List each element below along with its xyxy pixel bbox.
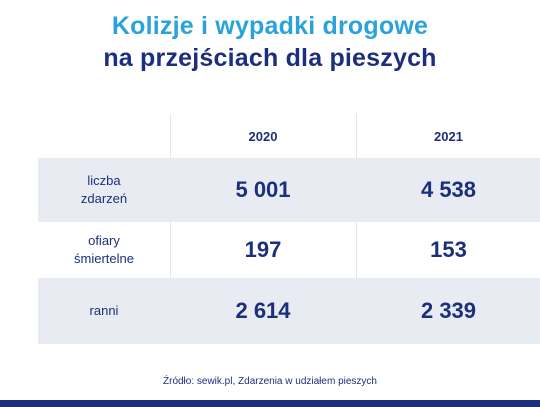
column-header-2021: 2021 xyxy=(434,128,463,144)
title-line-2: na przejściach dla pieszych xyxy=(103,44,437,72)
column-header-2020: 2020 xyxy=(248,128,278,144)
table-row: ofiary śmiertelne 197 153 xyxy=(38,222,540,278)
column-divider xyxy=(356,114,357,344)
table-row: liczba zdarzeń 5 001 4 538 xyxy=(38,158,540,222)
cell-value: 197 xyxy=(244,237,282,262)
row-label: ranni xyxy=(89,303,119,318)
table-row: ranni 2 614 2 339 xyxy=(38,278,540,344)
source-note: Źródło: sewik.pl, Zdarzenia w udziałem p… xyxy=(163,376,377,387)
column-divider xyxy=(170,114,171,344)
cell-value: 5 001 xyxy=(235,177,291,202)
cell-value: 4 538 xyxy=(420,177,477,202)
data-table: 2020 2021 liczba zdarzeń 5 001 4 538 ofi… xyxy=(38,114,540,344)
title-line-1: Kolizje i wypadki drogowe xyxy=(111,12,429,40)
cell-value: 2 614 xyxy=(235,298,291,323)
row-label: ofiary śmiertelne xyxy=(74,233,134,266)
row-label: liczba zdarzeń xyxy=(80,173,128,206)
header-row: 2020 2021 xyxy=(38,114,540,158)
cell-value: 2 339 xyxy=(420,298,477,323)
bottom-bar xyxy=(0,400,540,407)
cell-value: 153 xyxy=(430,237,467,262)
